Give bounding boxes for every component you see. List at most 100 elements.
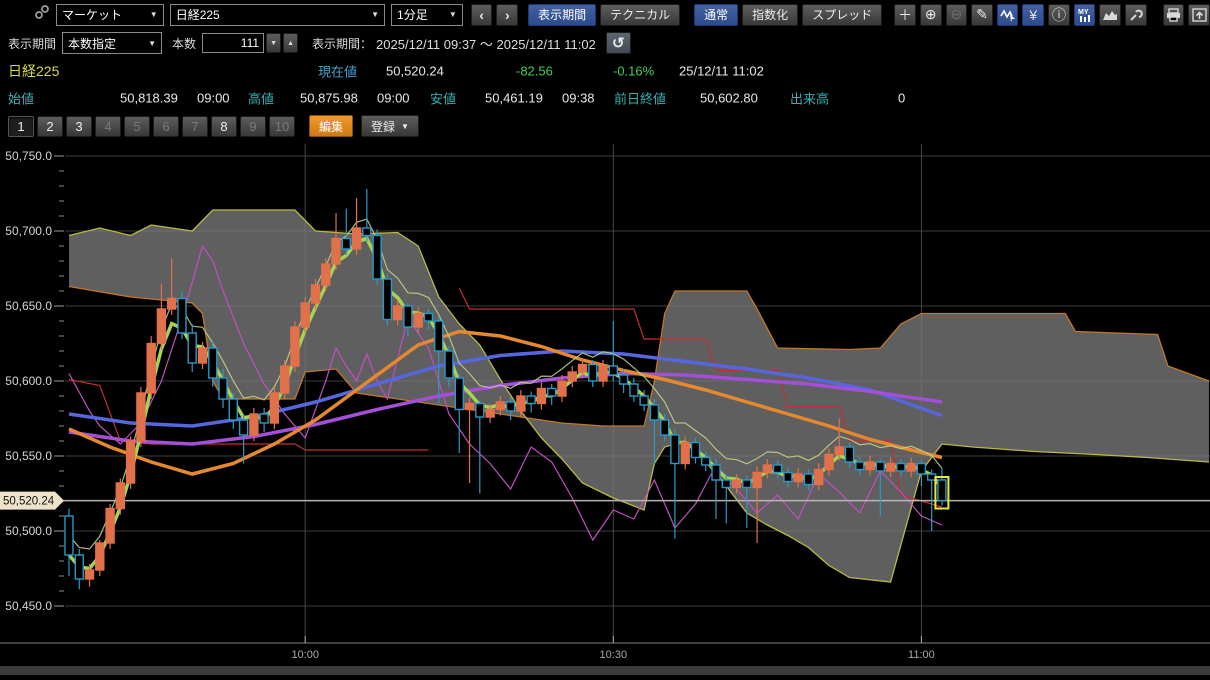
current-value: 50,520.24: [386, 63, 444, 78]
svg-text:50,700.0: 50,700.0: [5, 224, 52, 238]
draw-pencil-icon[interactable]: ✎: [971, 3, 993, 26]
timeframe-select[interactable]: 1分足 ▼: [391, 3, 463, 26]
chart-tab-3[interactable]: 3: [66, 115, 92, 137]
normal-mode-button[interactable]: 通常: [694, 3, 739, 26]
symbol-name: 日経225: [8, 62, 60, 79]
zoom-in-icon[interactable]: ⊕: [919, 3, 942, 26]
chevron-down-icon: ▼: [401, 121, 409, 131]
candles: [64, 189, 950, 590]
y-axis: 50,450.0 50,500.0 50,550.0 50,600.0 50,650.0…: [5, 149, 52, 613]
wrench-icon[interactable]: [1125, 3, 1147, 26]
indexed-mode-button[interactable]: 指数化: [742, 3, 799, 26]
market-select-value: マーケット: [62, 8, 123, 22]
chart-tab-7[interactable]: 7: [182, 115, 208, 137]
svg-text:MY: MY: [1078, 9, 1089, 16]
chart-tab-9[interactable]: 9: [240, 115, 266, 137]
chevron-down-icon: ▼: [149, 10, 158, 19]
chevron-down-icon: ▼: [371, 10, 380, 19]
count-down-spinner[interactable]: ▼: [266, 33, 282, 53]
low-time: 09:38: [562, 90, 595, 106]
chart-tab-2[interactable]: 2: [37, 115, 63, 137]
price-chart[interactable]: 50,450.0 50,500.0 50,550.0 50,600.0 50,650.0…: [0, 140, 1210, 675]
svg-text:50,500.0: 50,500.0: [5, 524, 52, 538]
high-time: 09:00: [377, 90, 410, 106]
period-mode-value: 本数指定: [68, 36, 117, 51]
spread-mode-button[interactable]: スプレッド: [802, 3, 883, 26]
ichimoku-cloud: [68, 209, 1210, 583]
prev-button[interactable]: ‹: [470, 3, 493, 26]
main-toolbar: マーケット ▼ 日経225 ▼ 1分足 ▼ ‹ › 表示期間 テクニカル 通常 指数化…: [0, 0, 1210, 29]
count-up-spinner[interactable]: ▲: [283, 33, 299, 53]
high-label: 高値: [248, 91, 275, 107]
chart-tab-1[interactable]: 1: [8, 115, 34, 137]
print-icon[interactable]: [1162, 3, 1185, 26]
quote-current-row: 日経225 現在値 50,520.24 -82.56 -0.16% 25/12/…: [0, 57, 1210, 84]
candlestick-chart-svg: 50,450.0 50,500.0 50,550.0 50,600.0 50,650.0…: [0, 144, 1210, 675]
prev-close-label: 前日終値: [614, 91, 667, 107]
zoom-out-icon[interactable]: ⊖: [945, 3, 968, 26]
open-time: 09:00: [197, 90, 230, 106]
chart-tab-6[interactable]: 6: [153, 115, 179, 137]
low-value: 50,461.19: [485, 90, 543, 106]
info-icon[interactable]: ⓘ: [1048, 3, 1070, 26]
change-percent: -0.16%: [613, 63, 655, 78]
chevron-down-icon: ▼: [148, 38, 157, 48]
next-button[interactable]: ›: [496, 3, 519, 26]
low-label: 安値: [430, 91, 457, 107]
edit-button[interactable]: 編集: [309, 115, 354, 137]
crosshair-icon[interactable]: ＋: [894, 3, 916, 26]
chart-tab-10[interactable]: 10: [269, 115, 295, 137]
reload-icon[interactable]: ↺: [605, 32, 631, 54]
svg-text:50,600.0: 50,600.0: [5, 374, 52, 388]
count-label: 本数: [172, 36, 197, 51]
open-label: 始値: [8, 91, 35, 107]
svg-text:50,520.24: 50,520.24: [3, 496, 55, 508]
yen-icon[interactable]: ¥: [1022, 3, 1045, 26]
chart-tab-row: 1 2 3 4 5 6 7 8 9 10 編集 登録 ▼: [0, 112, 1210, 140]
chart-tab-8[interactable]: 8: [211, 115, 237, 137]
symbol-select[interactable]: 日経225 ▼: [169, 3, 386, 26]
chevron-down-icon: ▼: [448, 10, 457, 19]
range-value: 2025/12/11 09:37 ～ 2025/12/11 11:02: [376, 36, 596, 52]
svg-text:50,450.0: 50,450.0: [5, 599, 52, 613]
prev-close-value: 50,602.80: [700, 90, 758, 106]
quote-ohlc-row: 始値 50,818.39 09:00 高値 50,875.98 09:00 安値…: [0, 84, 1210, 112]
x-axis: 10:00 10:30 11:00: [0, 636, 1210, 661]
register-label: 登録: [371, 119, 396, 134]
count-input[interactable]: [202, 33, 265, 53]
current-candle-highlight: [934, 476, 950, 510]
chart-pointer-icon[interactable]: [996, 3, 1019, 26]
popout-icon[interactable]: [1188, 3, 1210, 26]
svg-text:10:30: 10:30: [600, 649, 628, 661]
area-chart-icon[interactable]: [1099, 3, 1122, 26]
symbol-select-value: 日経225: [175, 8, 220, 22]
bottom-strip: [0, 666, 1210, 675]
timeframe-select-value: 1分足: [397, 8, 428, 22]
range-label: 表示期間：: [312, 36, 373, 51]
change-value: -82.56: [516, 63, 553, 78]
svg-text:50,550.0: 50,550.0: [5, 449, 52, 463]
chart-tab-4[interactable]: 4: [95, 115, 121, 137]
svg-text:10:00: 10:00: [291, 649, 319, 661]
quote-datetime: 25/12/11 11:02: [679, 63, 764, 78]
open-value: 50,818.39: [120, 90, 178, 106]
period-label: 表示期間: [8, 36, 57, 51]
price-tag: 50,520.24: [0, 491, 64, 510]
current-label: 現在値: [318, 64, 358, 79]
volume-value: 0: [898, 90, 906, 106]
technical-button[interactable]: テクニカル: [600, 3, 681, 26]
my-chart-icon[interactable]: MY: [1073, 3, 1096, 26]
period-mode-select[interactable]: 本数指定 ▼: [62, 32, 163, 54]
period-bar: 表示期間 本数指定 ▼ 本数 ▼ ▲ 表示期間： 2025/12/11 09:37…: [0, 29, 1210, 57]
link-icon[interactable]: [34, 4, 50, 25]
volume-label: 出来高: [790, 91, 830, 107]
high-value: 50,875.98: [300, 90, 358, 106]
svg-text:50,750.0: 50,750.0: [5, 149, 52, 163]
svg-text:50,650.0: 50,650.0: [5, 299, 52, 313]
market-select[interactable]: マーケット ▼: [56, 3, 164, 26]
period-mode-button[interactable]: 表示期間: [528, 3, 597, 26]
chart-tab-5[interactable]: 5: [124, 115, 150, 137]
register-button[interactable]: 登録 ▼: [361, 115, 419, 137]
svg-text:11:00: 11:00: [908, 649, 935, 661]
chart-scrollbar[interactable]: [0, 666, 1210, 675]
